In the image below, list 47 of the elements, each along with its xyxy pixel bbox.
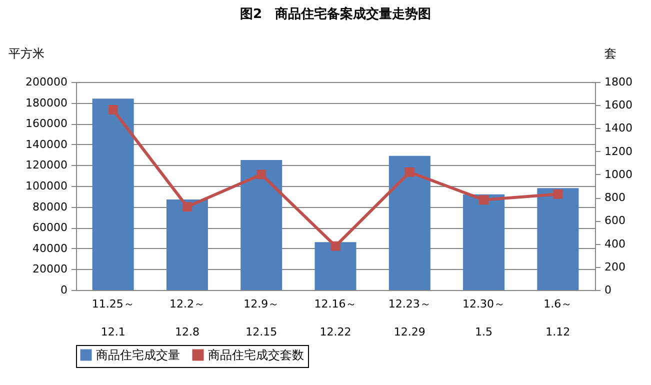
y2-tick-label: 1200: [604, 144, 632, 158]
y-tick-label: 140000: [26, 138, 68, 151]
category-label: 12.23～ 12.29: [388, 298, 431, 338]
y2-tick-label: 1000: [604, 168, 632, 181]
y-tick-label: 20000: [32, 262, 68, 276]
bar: [240, 160, 282, 290]
legend-label: 商品住宅成交量: [96, 348, 180, 362]
y2-tick-label: 400: [604, 237, 626, 250]
y2-tick-label: 0: [604, 284, 612, 296]
y2-axis-title: 套: [604, 46, 616, 60]
category-label: 12.2～ 12.8: [169, 298, 205, 338]
point: [108, 104, 118, 114]
point: [256, 170, 266, 180]
point: [404, 167, 414, 177]
point: [330, 241, 340, 251]
bar: [166, 200, 208, 290]
y2-tick-label: 1600: [604, 98, 632, 112]
category-label: 11.25～ 12.1: [92, 298, 134, 338]
legend-label: 商品住宅成交套数: [208, 348, 304, 362]
bar: [463, 194, 505, 290]
y-tick-label: 200000: [26, 76, 68, 88]
point: [182, 202, 192, 212]
bar: [92, 98, 134, 290]
y-tick-label: 120000: [26, 158, 68, 172]
y-tick-label: 100000: [26, 180, 68, 192]
category-label: 12.9～ 12.15: [244, 298, 280, 338]
y-tick-label: 160000: [26, 117, 68, 130]
point: [553, 189, 563, 199]
category-label: 12.16～ 12.22: [314, 298, 357, 338]
y-tick-label: 40000: [32, 242, 68, 255]
y2-tick-label: 800: [604, 191, 626, 204]
point: [479, 195, 489, 205]
bar: [388, 156, 430, 290]
y2-tick-label: 200: [604, 260, 626, 274]
y-axis-title: 平方米: [8, 46, 44, 60]
y-tick-label: 0: [60, 284, 68, 296]
y-tick-label: 60000: [32, 221, 68, 234]
y2-tick-label: 1800: [604, 76, 632, 88]
chart-title: 图2 商品住宅备案成交量走势图: [240, 6, 432, 22]
y2-tick-label: 1400: [604, 122, 632, 135]
y2-tick-label: 600: [604, 214, 626, 228]
category-label: 12.30～ 1.5: [462, 298, 506, 338]
y-tick-label: 80000: [32, 200, 68, 214]
category-label: 1.6～ 1.12: [544, 298, 572, 338]
bar: [314, 242, 356, 290]
y-tick-label: 180000: [26, 96, 68, 110]
bar: [537, 188, 579, 290]
